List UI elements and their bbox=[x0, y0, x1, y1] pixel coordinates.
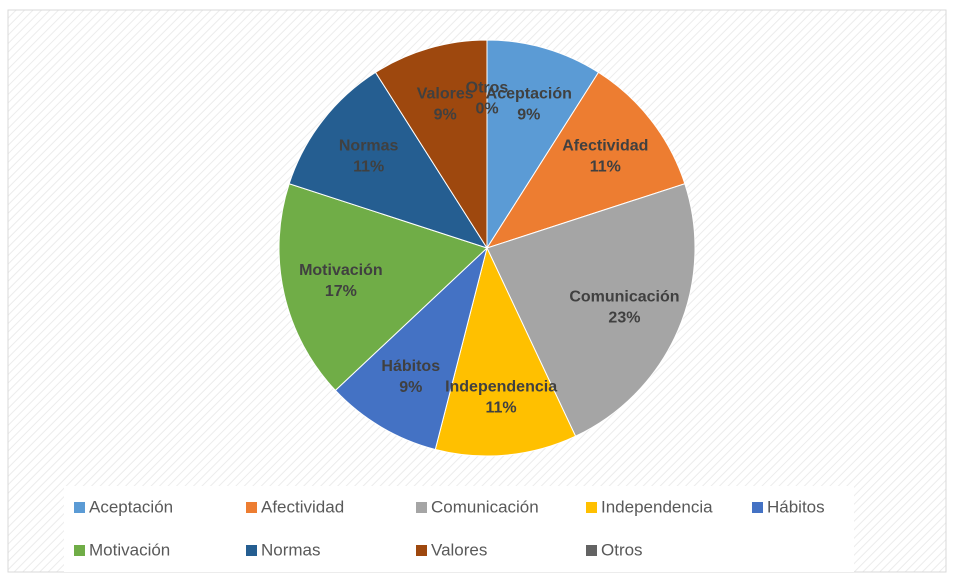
pie-slice bbox=[485, 71, 686, 249]
slice-value-label: 11% bbox=[486, 399, 517, 416]
slice-label: Otros bbox=[466, 79, 509, 96]
legend-swatch bbox=[74, 545, 85, 556]
slice-label: Motivación bbox=[299, 262, 383, 279]
slice-label: Comunicación bbox=[569, 289, 679, 306]
slice-label: Normas bbox=[339, 137, 399, 154]
legend-label: Normas bbox=[261, 540, 321, 559]
legend-swatch bbox=[586, 502, 597, 513]
slice-label: Hábitos bbox=[381, 358, 440, 375]
legend-label: Valores bbox=[431, 540, 487, 559]
slice-value-label: 9% bbox=[434, 106, 457, 123]
legend-swatch bbox=[752, 502, 763, 513]
pie-slice bbox=[374, 39, 488, 250]
legend-swatch bbox=[246, 502, 257, 513]
legend-swatch bbox=[416, 502, 427, 513]
slice-value-label: 9% bbox=[517, 106, 540, 123]
legend-label: Aceptación bbox=[89, 497, 173, 516]
legend-swatch bbox=[416, 545, 427, 556]
legend-label: Independencia bbox=[601, 497, 713, 516]
legend-label: Hábitos bbox=[767, 497, 825, 516]
legend-swatch bbox=[586, 545, 597, 556]
pie-slice bbox=[486, 39, 600, 250]
slice-value-label: 17% bbox=[325, 283, 357, 300]
slice-value-label: 9% bbox=[399, 379, 422, 396]
pie-slice bbox=[288, 71, 489, 249]
legend-label: Comunicación bbox=[431, 497, 539, 516]
legend-swatch bbox=[246, 545, 257, 556]
slice-value-label: 11% bbox=[353, 158, 384, 175]
slice-value-label: 11% bbox=[590, 158, 621, 175]
legend-box bbox=[64, 486, 854, 572]
slice-label: Valores bbox=[417, 85, 474, 102]
pie-slice bbox=[278, 183, 488, 392]
pie-slice bbox=[334, 246, 488, 451]
legend-label: Otros bbox=[601, 540, 643, 559]
legend-label: Afectividad bbox=[261, 497, 344, 516]
legend-label: Motivación bbox=[89, 540, 170, 559]
slice-label: Afectividad bbox=[562, 137, 648, 154]
slice-value-label: 0% bbox=[475, 100, 498, 117]
slice-value-label: 23% bbox=[608, 310, 640, 327]
pie-slice bbox=[486, 183, 696, 437]
legend-swatch bbox=[74, 502, 85, 513]
pie-slice bbox=[434, 246, 577, 457]
slice-label: Aceptación bbox=[486, 85, 572, 102]
slice-label: Independencia bbox=[445, 378, 557, 395]
